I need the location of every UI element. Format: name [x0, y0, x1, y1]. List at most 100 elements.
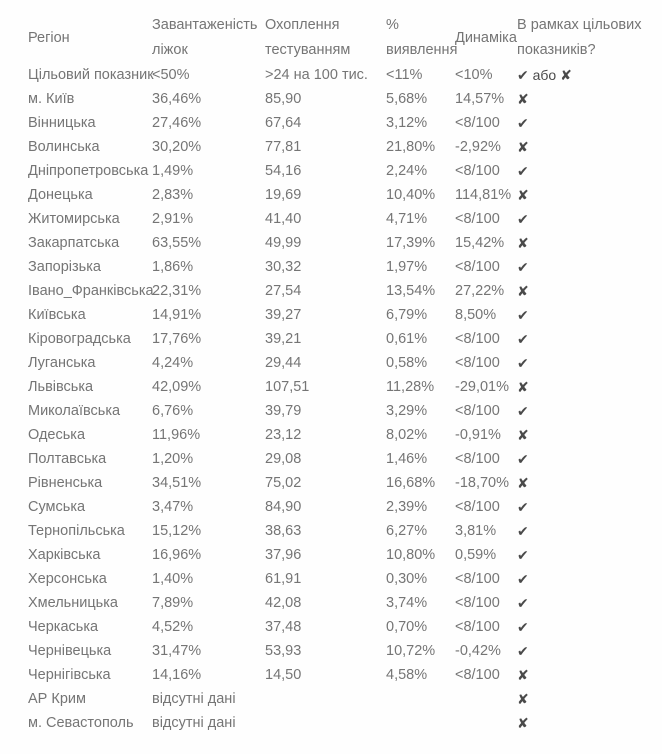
column-header-label: тестуванням [265, 42, 351, 58]
region-cell: Чернігівська [28, 667, 111, 683]
dynamics-cell: -18,70% [455, 475, 510, 491]
status-cell: ✔ [517, 451, 529, 467]
target-beds: <50% [152, 67, 190, 83]
table-row: Одеська 11,96% 23,12 8,02% -0,91% ✘ [28, 423, 662, 447]
coverage-cell [265, 687, 386, 711]
status-cell: ✔ [517, 595, 529, 611]
detection-cell: 11,28% [386, 379, 435, 395]
table-row: Київська 14,91% 39,27 6,79% 8,50% ✔ [28, 303, 662, 327]
beds-cell: 2,91% [152, 211, 194, 227]
status-cell: ✘ [517, 139, 529, 155]
detection-cell: 3,12% [386, 115, 428, 131]
coverage-cell: 84,90 [265, 499, 302, 515]
status-cell: ✔ [517, 355, 529, 371]
beds-cell: 7,89% [152, 595, 194, 611]
table-row: Полтавська 1,20% 29,08 1,46% <8/100 ✔ [28, 447, 662, 471]
status-cell: ✘ [517, 667, 529, 683]
table-row: Запорізька 1,86% 30,32 1,97% <8/100 ✔ [28, 255, 662, 279]
dynamics-cell [455, 687, 517, 711]
dynamics-cell: <8/100 [455, 163, 500, 179]
dynamics-cell: <8/100 [455, 211, 500, 227]
region-cell: Луганська [28, 355, 96, 371]
beds-cell: 1,86% [152, 259, 194, 275]
target-label: Цільовий показник [28, 67, 154, 83]
beds-cell: 63,55% [152, 235, 202, 251]
coverage-cell: 23,12 [265, 427, 302, 443]
region-cell: Херсонська [28, 571, 107, 587]
detection-cell [386, 687, 455, 711]
beds-cell: 42,09% [152, 379, 202, 395]
coverage-cell: 41,40 [265, 211, 302, 227]
table-row: АР Крим відсутні дані ✘ [28, 687, 662, 711]
dynamics-cell: 114,81% [455, 187, 512, 203]
coverage-cell: 30,32 [265, 259, 302, 275]
regions-indicator-table: Регіон Завантаженість ліжок Охоплення те… [28, 13, 662, 735]
table-row: Донецька 2,83% 19,69 10,40% 114,81% ✘ [28, 183, 662, 207]
detection-cell: 2,39% [386, 499, 428, 515]
coverage-cell: 38,63 [265, 523, 302, 539]
dynamics-cell: <8/100 [455, 667, 500, 683]
region-cell: м. Київ [28, 91, 75, 107]
coverage-cell: 37,48 [265, 619, 302, 635]
dynamics-cell: 8,50% [455, 307, 497, 323]
region-cell: Хмельницька [28, 595, 118, 611]
coverage-cell: 77,81 [265, 139, 302, 155]
beds-cell: 30,20% [152, 139, 202, 155]
status-cell: ✔ [517, 619, 529, 635]
target-dynamics: <10% [455, 67, 493, 83]
table-row: Житомирська 2,91% 41,40 4,71% <8/100 ✔ [28, 207, 662, 231]
dynamics-cell: 15,42% [455, 235, 505, 251]
table-row: Сумська 3,47% 84,90 2,39% <8/100 ✔ [28, 495, 662, 519]
column-header-status: В рамках цільових показників? [517, 13, 662, 63]
detection-cell: 17,39% [386, 235, 436, 251]
beds-cell: 22,31% [152, 283, 202, 299]
region-cell: Івано_Франківська [28, 283, 154, 299]
target-row: Цільовий показник <50% >24 на 100 тис. <… [28, 63, 662, 87]
table-body: м. Київ 36,46% 85,90 5,68% 14,57% ✘ Вінницька 2… [28, 87, 662, 735]
status-cell: ✔ [517, 307, 529, 323]
detection-cell: 6,27% [386, 523, 428, 539]
beds-cell: 27,46% [152, 115, 202, 131]
column-header-label: В рамках цільових [517, 17, 642, 33]
dynamics-cell: -29,01% [455, 379, 510, 395]
beds-cell: 11,96% [152, 427, 201, 443]
coverage-cell: 29,08 [265, 451, 302, 467]
beds-cell: 17,76% [152, 331, 202, 347]
status-cell: ✔ [517, 403, 529, 419]
target-coverage: >24 на 100 тис. [265, 67, 368, 83]
dynamics-cell: -0,42% [455, 643, 501, 659]
detection-cell: 21,80% [386, 139, 436, 155]
coverage-cell: 61,91 [265, 571, 302, 587]
detection-cell: 3,74% [386, 595, 428, 611]
column-header-label: % [386, 17, 399, 33]
beds-cell: відсутні дані [152, 691, 236, 707]
dynamics-cell: <8/100 [455, 499, 500, 515]
region-cell: Полтавська [28, 451, 107, 467]
table-row: Чернівецька 31,47% 53,93 10,72% -0,42% ✔ [28, 639, 662, 663]
beds-cell: 14,91% [152, 307, 202, 323]
beds-cell: 1,20% [152, 451, 194, 467]
detection-cell: 0,61% [386, 331, 428, 347]
region-cell: Одеська [28, 427, 86, 443]
status-cell: ✔ [517, 163, 529, 179]
beds-cell: 6,76% [152, 403, 194, 419]
region-cell: Київська [28, 307, 86, 323]
beds-cell: 3,47% [152, 499, 194, 515]
column-header-label: ліжок [152, 42, 188, 58]
column-header-detection: % виявлення [386, 13, 457, 63]
beds-cell: відсутні дані [152, 715, 236, 731]
coverage-cell: 14,50 [265, 667, 302, 683]
table-header-row: Регіон Завантаженість ліжок Охоплення те… [28, 13, 662, 63]
column-header-dynamics: Динаміка [455, 13, 517, 63]
coverage-cell: 107,51 [265, 379, 310, 395]
table-row: Харківська 16,96% 37,96 10,80% 0,59% ✔ [28, 543, 662, 567]
status-cell: ✘ [517, 379, 529, 395]
table-row: Хмельницька 7,89% 42,08 3,74% <8/100 ✔ [28, 591, 662, 615]
dynamics-cell: <8/100 [455, 595, 500, 611]
table-row: Черкаська 4,52% 37,48 0,70% <8/100 ✔ [28, 615, 662, 639]
status-cell: ✔ [517, 499, 529, 515]
dynamics-cell: <8/100 [455, 115, 500, 131]
dynamics-cell: <8/100 [455, 403, 500, 419]
coverage-cell: 75,02 [265, 475, 302, 491]
dynamics-cell: 27,22% [455, 283, 505, 299]
